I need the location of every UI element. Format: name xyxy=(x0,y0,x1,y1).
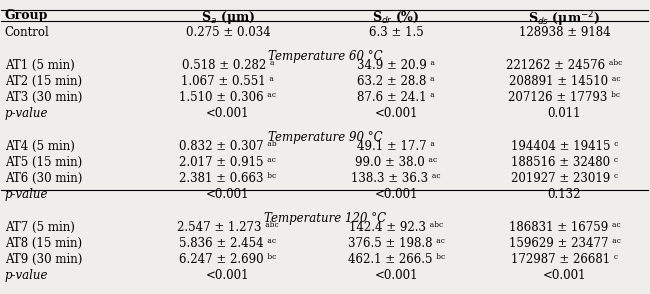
Text: 207126 ± 17793 ᵇᶜ: 207126 ± 17793 ᵇᶜ xyxy=(508,91,621,104)
Text: <0.001: <0.001 xyxy=(206,188,250,201)
Text: 128938 ± 9184: 128938 ± 9184 xyxy=(519,26,610,39)
Text: 1.067 ± 0.551 ᵃ: 1.067 ± 0.551 ᵃ xyxy=(181,75,274,88)
Text: 6.3 ± 1.5: 6.3 ± 1.5 xyxy=(369,26,424,39)
Text: S$_{dr}$ (%): S$_{dr}$ (%) xyxy=(372,9,420,24)
Text: AT2 (15 min): AT2 (15 min) xyxy=(5,75,82,88)
Text: 186831 ± 16759 ᵃᶜ: 186831 ± 16759 ᵃᶜ xyxy=(509,221,620,234)
Text: p-value: p-value xyxy=(5,188,48,201)
Text: 2.381 ± 0.663 ᵇᶜ: 2.381 ± 0.663 ᵇᶜ xyxy=(179,172,276,185)
Text: AT4 (5 min): AT4 (5 min) xyxy=(5,140,75,153)
Text: 49.1 ± 17.7 ᵃ: 49.1 ± 17.7 ᵃ xyxy=(358,140,435,153)
Text: 201927 ± 23019 ᶜ: 201927 ± 23019 ᶜ xyxy=(511,172,618,185)
Text: AT5 (15 min): AT5 (15 min) xyxy=(5,156,82,169)
Text: 5.836 ± 2.454 ᵃᶜ: 5.836 ± 2.454 ᵃᶜ xyxy=(179,237,276,250)
Text: Group: Group xyxy=(5,9,48,22)
Text: S$_a$ (μm): S$_a$ (μm) xyxy=(201,9,255,26)
Text: 6.247 ± 2.690 ᵇᶜ: 6.247 ± 2.690 ᵇᶜ xyxy=(179,253,276,266)
Text: <0.001: <0.001 xyxy=(374,270,418,283)
Text: 34.9 ± 20.9 ᵃ: 34.9 ± 20.9 ᵃ xyxy=(358,59,436,72)
Text: 194404 ± 19415 ᶜ: 194404 ± 19415 ᶜ xyxy=(511,140,618,153)
Text: Temperature 120 °C: Temperature 120 °C xyxy=(264,212,386,225)
Text: AT3 (30 min): AT3 (30 min) xyxy=(5,91,82,104)
Text: 462.1 ± 266.5 ᵇᶜ: 462.1 ± 266.5 ᵇᶜ xyxy=(348,253,445,266)
Text: 99.0 ± 38.0 ᵃᶜ: 99.0 ± 38.0 ᵃᶜ xyxy=(355,156,437,169)
Text: 376.5 ± 198.8 ᵃᶜ: 376.5 ± 198.8 ᵃᶜ xyxy=(348,237,445,250)
Text: Control: Control xyxy=(5,26,49,39)
Text: <0.001: <0.001 xyxy=(374,188,418,201)
Text: 1.510 ± 0.306 ᵃᶜ: 1.510 ± 0.306 ᵃᶜ xyxy=(179,91,276,104)
Text: 142.4 ± 92.3 ᵃᵇᶜ: 142.4 ± 92.3 ᵃᵇᶜ xyxy=(349,221,443,234)
Text: 0.275 ± 0.034: 0.275 ± 0.034 xyxy=(185,26,270,39)
Text: 159629 ± 23477 ᵃᶜ: 159629 ± 23477 ᵃᶜ xyxy=(508,237,620,250)
Text: Temperature 90 °C: Temperature 90 °C xyxy=(268,131,382,144)
Text: <0.001: <0.001 xyxy=(543,270,586,283)
Text: 188516 ± 32480 ᶜ: 188516 ± 32480 ᶜ xyxy=(511,156,618,169)
Text: <0.001: <0.001 xyxy=(206,270,250,283)
Text: 0.832 ± 0.307 ᵃᵇ: 0.832 ± 0.307 ᵃᵇ xyxy=(179,140,277,153)
Text: AT9 (30 min): AT9 (30 min) xyxy=(5,253,82,266)
Text: 172987 ± 26681 ᶜ: 172987 ± 26681 ᶜ xyxy=(511,253,618,266)
Text: S$_{ds}$ (μm$^{-2}$): S$_{ds}$ (μm$^{-2}$) xyxy=(528,9,601,29)
Text: 0.011: 0.011 xyxy=(548,107,581,120)
Text: 2.017 ± 0.915 ᵃᶜ: 2.017 ± 0.915 ᵃᶜ xyxy=(179,156,276,169)
Text: 221262 ± 24576 ᵃᵇᶜ: 221262 ± 24576 ᵃᵇᶜ xyxy=(506,59,623,72)
Text: 87.6 ± 24.1 ᵃ: 87.6 ± 24.1 ᵃ xyxy=(358,91,435,104)
Text: p-value: p-value xyxy=(5,270,48,283)
Text: <0.001: <0.001 xyxy=(206,107,250,120)
Text: AT1 (5 min): AT1 (5 min) xyxy=(5,59,74,72)
Text: 0.518 ± 0.282 ᵃ: 0.518 ± 0.282 ᵃ xyxy=(181,59,274,72)
Text: 2.547 ± 1.273 ᵃᵇᶜ: 2.547 ± 1.273 ᵃᵇᶜ xyxy=(177,221,279,234)
Text: p-value: p-value xyxy=(5,107,48,120)
Text: AT7 (5 min): AT7 (5 min) xyxy=(5,221,75,234)
Text: 63.2 ± 28.8 ᵃ: 63.2 ± 28.8 ᵃ xyxy=(358,75,435,88)
Text: AT8 (15 min): AT8 (15 min) xyxy=(5,237,82,250)
Text: 0.132: 0.132 xyxy=(548,188,581,201)
Text: 208891 ± 14510 ᵃᶜ: 208891 ± 14510 ᵃᶜ xyxy=(509,75,620,88)
Text: AT6 (30 min): AT6 (30 min) xyxy=(5,172,82,185)
Text: 138.3 ± 36.3 ᵃᶜ: 138.3 ± 36.3 ᵃᶜ xyxy=(352,172,441,185)
Text: Temperature 60 °C: Temperature 60 °C xyxy=(268,50,382,63)
Text: <0.001: <0.001 xyxy=(374,107,418,120)
